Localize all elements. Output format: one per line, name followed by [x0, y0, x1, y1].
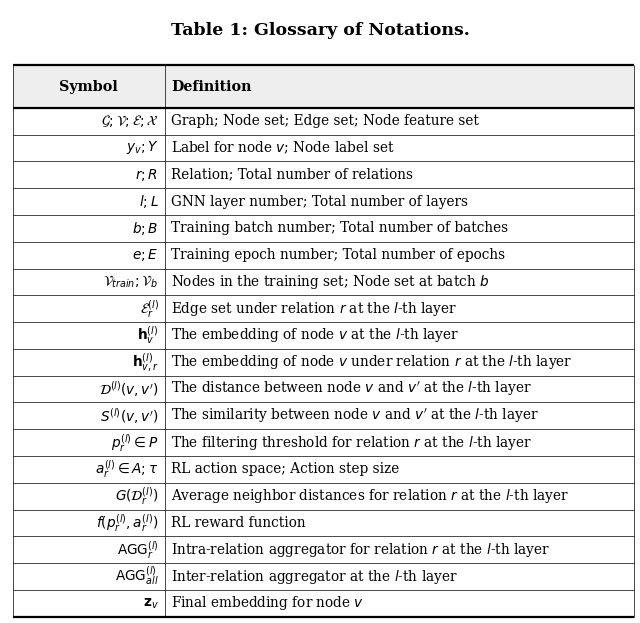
Text: Symbol: Symbol — [60, 80, 118, 93]
Text: $\mathbf{h}_v^{(l)}$: $\mathbf{h}_v^{(l)}$ — [138, 325, 159, 346]
Text: The filtering threshold for relation $r$ at the $l$-th layer: The filtering threshold for relation $r$… — [172, 434, 532, 452]
Text: Average neighbor distances for relation $r$ at the $l$-th layer: Average neighbor distances for relation … — [172, 487, 569, 505]
Text: $S^{(l)}(v, v')$: $S^{(l)}(v, v')$ — [100, 406, 159, 426]
Text: Intra-relation aggregator for relation $r$ at the $l$-th layer: Intra-relation aggregator for relation $… — [172, 541, 550, 559]
Text: $\mathcal{D}^{(l)}(v, v')$: $\mathcal{D}^{(l)}(v, v')$ — [99, 379, 159, 399]
Text: Training batch number; Total number of batches: Training batch number; Total number of b… — [172, 221, 508, 235]
Text: $f(p_r^{(l)}, a_r^{(l)})$: $f(p_r^{(l)}, a_r^{(l)})$ — [96, 512, 159, 534]
Text: $\mathcal{E}_r^{(l)}$: $\mathcal{E}_r^{(l)}$ — [140, 298, 159, 320]
Text: Relation; Total number of relations: Relation; Total number of relations — [172, 168, 413, 182]
Text: $\mathrm{AGG}_{all}^{(l)}$: $\mathrm{AGG}_{all}^{(l)}$ — [115, 565, 159, 588]
Text: Graph; Node set; Edge set; Node feature set: Graph; Node set; Edge set; Node feature … — [172, 114, 479, 128]
Text: $r; R$: $r; R$ — [136, 167, 159, 183]
Text: $\mathbf{h}_{v,r}^{(l)}$: $\mathbf{h}_{v,r}^{(l)}$ — [132, 351, 159, 374]
Text: $a_r^{(l)} \in A; \tau$: $a_r^{(l)} \in A; \tau$ — [95, 459, 159, 480]
Text: Inter-relation aggregator at the $l$-th layer: Inter-relation aggregator at the $l$-th … — [172, 568, 458, 586]
Text: $y_v; Y$: $y_v; Y$ — [125, 140, 159, 156]
Text: The embedding of node $v$ at the $l$-th layer: The embedding of node $v$ at the $l$-th … — [172, 326, 460, 345]
Text: Training epoch number; Total number of epochs: Training epoch number; Total number of e… — [172, 248, 506, 262]
Text: Nodes in the training set; Node set at batch $b$: Nodes in the training set; Node set at b… — [172, 273, 490, 291]
Text: Definition: Definition — [172, 80, 252, 93]
Text: $\mathrm{AGG}_r^{(l)}$: $\mathrm{AGG}_r^{(l)}$ — [116, 539, 159, 561]
Text: RL action space; Action step size: RL action space; Action step size — [172, 462, 399, 477]
Text: $\mathbf{z}_v$: $\mathbf{z}_v$ — [143, 596, 159, 611]
Text: The distance between node $v$ and $v'$ at the $l$-th layer: The distance between node $v$ and $v'$ a… — [172, 380, 532, 398]
Text: $\mathcal{V}_{train};\mathcal{V}_b$: $\mathcal{V}_{train};\mathcal{V}_b$ — [104, 273, 159, 290]
Text: Label for node $v$; Node label set: Label for node $v$; Node label set — [172, 140, 395, 156]
Text: $p_r^{(l)} \in P$: $p_r^{(l)} \in P$ — [111, 432, 159, 454]
Text: The embedding of node $v$ under relation $r$ at the $l$-th layer: The embedding of node $v$ under relation… — [172, 353, 573, 371]
FancyBboxPatch shape — [13, 65, 634, 108]
Text: $b; B$: $b; B$ — [132, 220, 159, 237]
Text: $G(\mathcal{D}_r^{(l)})$: $G(\mathcal{D}_r^{(l)})$ — [115, 485, 159, 507]
Text: Final embedding for node $v$: Final embedding for node $v$ — [172, 594, 365, 612]
Text: $\mathcal{G};\mathcal{V};\mathcal{E};\mathcal{X}$: $\mathcal{G};\mathcal{V};\mathcal{E};\ma… — [100, 113, 159, 129]
Text: Table 1: Glossary of Notations.: Table 1: Glossary of Notations. — [171, 22, 469, 39]
Text: $e; E$: $e; E$ — [132, 247, 159, 263]
Text: $l; L$: $l; L$ — [139, 193, 159, 210]
Text: The similarity between node $v$ and $v'$ at the $l$-th layer: The similarity between node $v$ and $v'$… — [172, 407, 539, 425]
Text: GNN layer number; Total number of layers: GNN layer number; Total number of layers — [172, 194, 468, 209]
Text: Edge set under relation $r$ at the $l$-th layer: Edge set under relation $r$ at the $l$-t… — [172, 300, 458, 318]
Text: RL reward function: RL reward function — [172, 516, 306, 530]
